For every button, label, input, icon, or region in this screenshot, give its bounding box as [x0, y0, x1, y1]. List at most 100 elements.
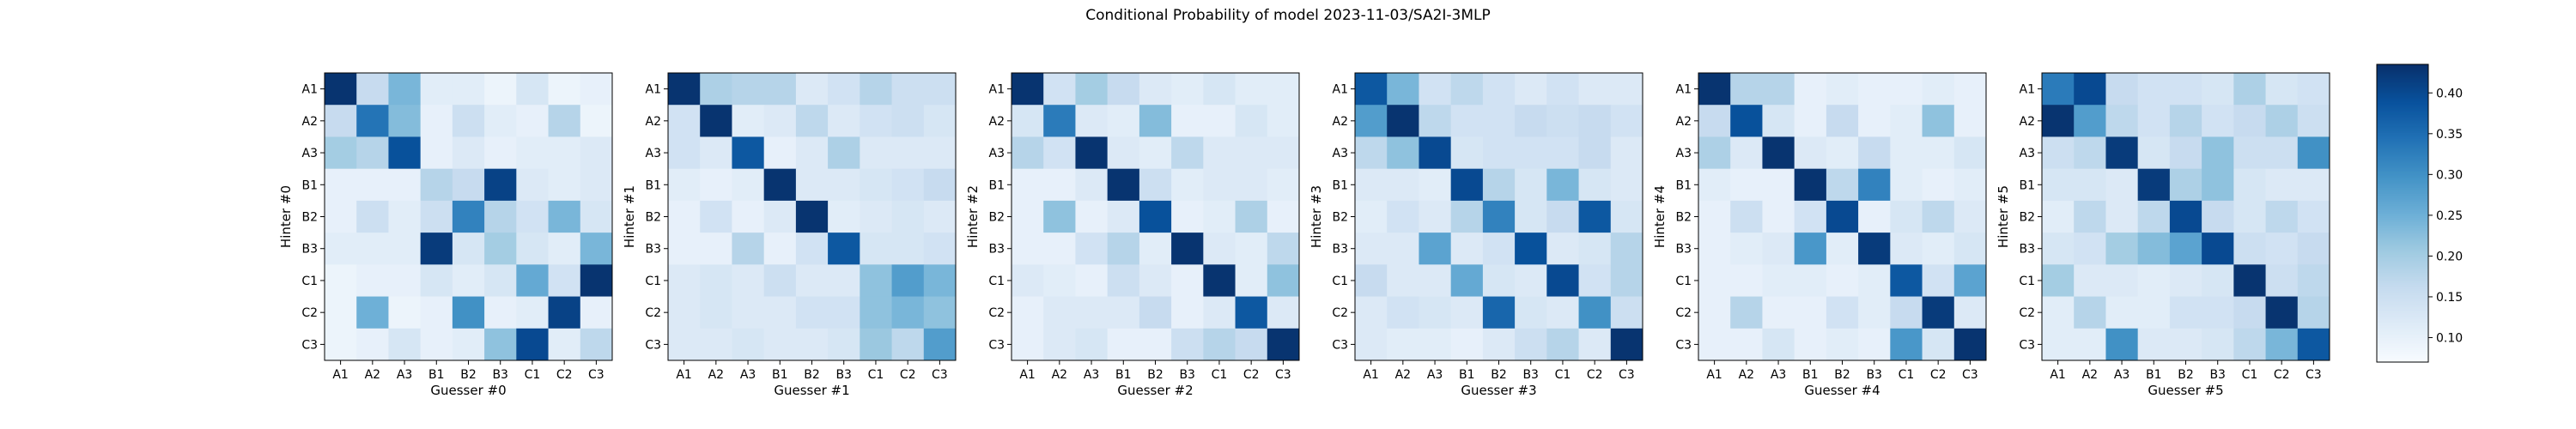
colorbar-segment	[2377, 120, 2428, 124]
heatmap-cell	[1355, 328, 1388, 361]
heatmap-cell	[1762, 105, 1795, 137]
heatmap-cell	[1858, 73, 1891, 106]
colorbar-segment	[2377, 152, 2428, 154]
heatmap-panel-3: A1 A1 A2 A2 A3 A3 B1 B1 B2 B2 B3 B3 C1 C1 C2 C2 C3 C3 Gues…	[1309, 72, 1643, 398]
heatmap-cell	[1012, 264, 1044, 298]
colorbar-segment	[2377, 262, 2428, 265]
x-tick-label: B3	[492, 368, 508, 382]
heatmap-cell	[2202, 105, 2234, 137]
heatmap-cell	[2169, 136, 2202, 170]
colorbar: 0.10 0.15 0.20 0.25 0.30 0.35 0.40	[2376, 63, 2463, 363]
heatmap-cell	[1730, 105, 1763, 137]
heatmap-cell	[860, 328, 893, 361]
heatmap-cell	[1794, 328, 1827, 361]
colorbar-segment	[2377, 306, 2428, 310]
heatmap-cell	[1107, 328, 1140, 361]
heatmap-cell	[891, 105, 925, 137]
heatmap-cell	[1171, 264, 1204, 298]
colorbar-segment	[2377, 164, 2428, 166]
heatmap-cell	[2233, 200, 2267, 233]
heatmap-cell	[668, 200, 701, 233]
heatmap-cell	[516, 105, 550, 137]
heatmap-cell	[2202, 136, 2234, 170]
heatmap-cell	[1482, 168, 1516, 202]
heatmap-cell	[860, 264, 893, 298]
colorbar-segment	[2377, 334, 2428, 336]
heatmap-cell	[1762, 264, 1795, 298]
heatmap-cell	[1826, 136, 1859, 170]
heatmap-cell	[2202, 328, 2234, 361]
y-axis-label: Hinter #2	[965, 185, 981, 248]
heatmap-cell	[580, 168, 613, 202]
heatmap-cell	[452, 296, 485, 329]
colorbar-segment	[2377, 87, 2428, 89]
heatmap-cell	[420, 105, 453, 137]
y-tick-label: C1	[1332, 275, 1348, 288]
heatmap-cell	[1482, 328, 1516, 361]
colorbar-segment	[2377, 186, 2428, 189]
heatmap-cell	[516, 264, 550, 298]
heatmap-cell	[1730, 73, 1763, 106]
heatmap-cell	[1610, 136, 1643, 170]
heatmap-cell	[2074, 233, 2106, 265]
y-tick-label: C3	[1675, 338, 1692, 352]
x-tick-label: C2	[556, 368, 573, 382]
heatmap-cell	[2202, 264, 2234, 298]
colorbar-segment	[2377, 310, 2428, 312]
x-tick-label: C1	[1212, 368, 1228, 382]
heatmap-cell	[1267, 200, 1300, 233]
heatmap-cell	[548, 168, 581, 202]
heatmap-cell	[516, 328, 550, 361]
heatmap-cell	[548, 296, 581, 329]
colorbar-segment	[2377, 281, 2428, 284]
heatmap-cell	[1235, 200, 1268, 233]
colorbar-segment	[2377, 196, 2428, 199]
y-tick-label: C3	[301, 338, 318, 352]
colorbar-segment	[2377, 177, 2428, 180]
heatmap-cell	[668, 233, 701, 265]
x-axis-label: Guesser #5	[2148, 383, 2223, 398]
colorbar-segment	[2377, 243, 2428, 245]
heatmap-cell	[1698, 233, 1731, 265]
heatmap-cell	[420, 168, 453, 202]
heatmap-cell	[2074, 200, 2106, 233]
heatmap-cell	[700, 233, 732, 265]
colorbar-segment	[2377, 190, 2428, 193]
heatmap-cell	[1610, 200, 1643, 233]
y-tick-label: A3	[1333, 147, 1348, 160]
heatmap-cell	[420, 73, 453, 106]
heatmap-cell	[1922, 136, 1955, 170]
heatmap-cell	[325, 73, 357, 106]
heatmap-cell	[2169, 264, 2202, 298]
heatmap-cell	[1107, 296, 1140, 329]
heatmap-cell	[548, 136, 581, 170]
colorbar-segment	[2377, 225, 2428, 227]
x-tick-label: A3	[1084, 368, 1099, 382]
colorbar-segment	[2377, 110, 2428, 113]
heatmap-cell	[1890, 168, 1923, 202]
y-tick-label: B1	[301, 178, 318, 192]
x-tick-label: C3	[1275, 368, 1291, 382]
colorbar-segment	[2377, 109, 2428, 112]
heatmap-cell	[2265, 233, 2299, 265]
heatmap-cell	[1730, 264, 1763, 298]
colorbar-segment	[2377, 314, 2428, 317]
heatmap-cell	[325, 328, 357, 361]
colorbar-segment	[2377, 76, 2428, 79]
heatmap-cell	[1578, 264, 1612, 298]
heatmap-cell	[1482, 296, 1516, 329]
x-axis-label: Guesser #2	[1117, 383, 1193, 398]
heatmap-cell	[2297, 73, 2330, 106]
heatmap-cell	[668, 105, 701, 137]
heatmap-cell	[1355, 296, 1388, 329]
colorbar-segment	[2377, 335, 2428, 338]
heatmap-cell	[325, 200, 357, 233]
x-tick-label: B2	[460, 368, 477, 382]
heatmap-cell	[668, 264, 701, 298]
heatmap-cell	[2105, 200, 2139, 233]
colorbar-segment	[2377, 359, 2428, 361]
colorbar-segment	[2377, 154, 2428, 158]
heatmap-cell	[1235, 233, 1268, 265]
heatmap-cell	[580, 233, 613, 265]
